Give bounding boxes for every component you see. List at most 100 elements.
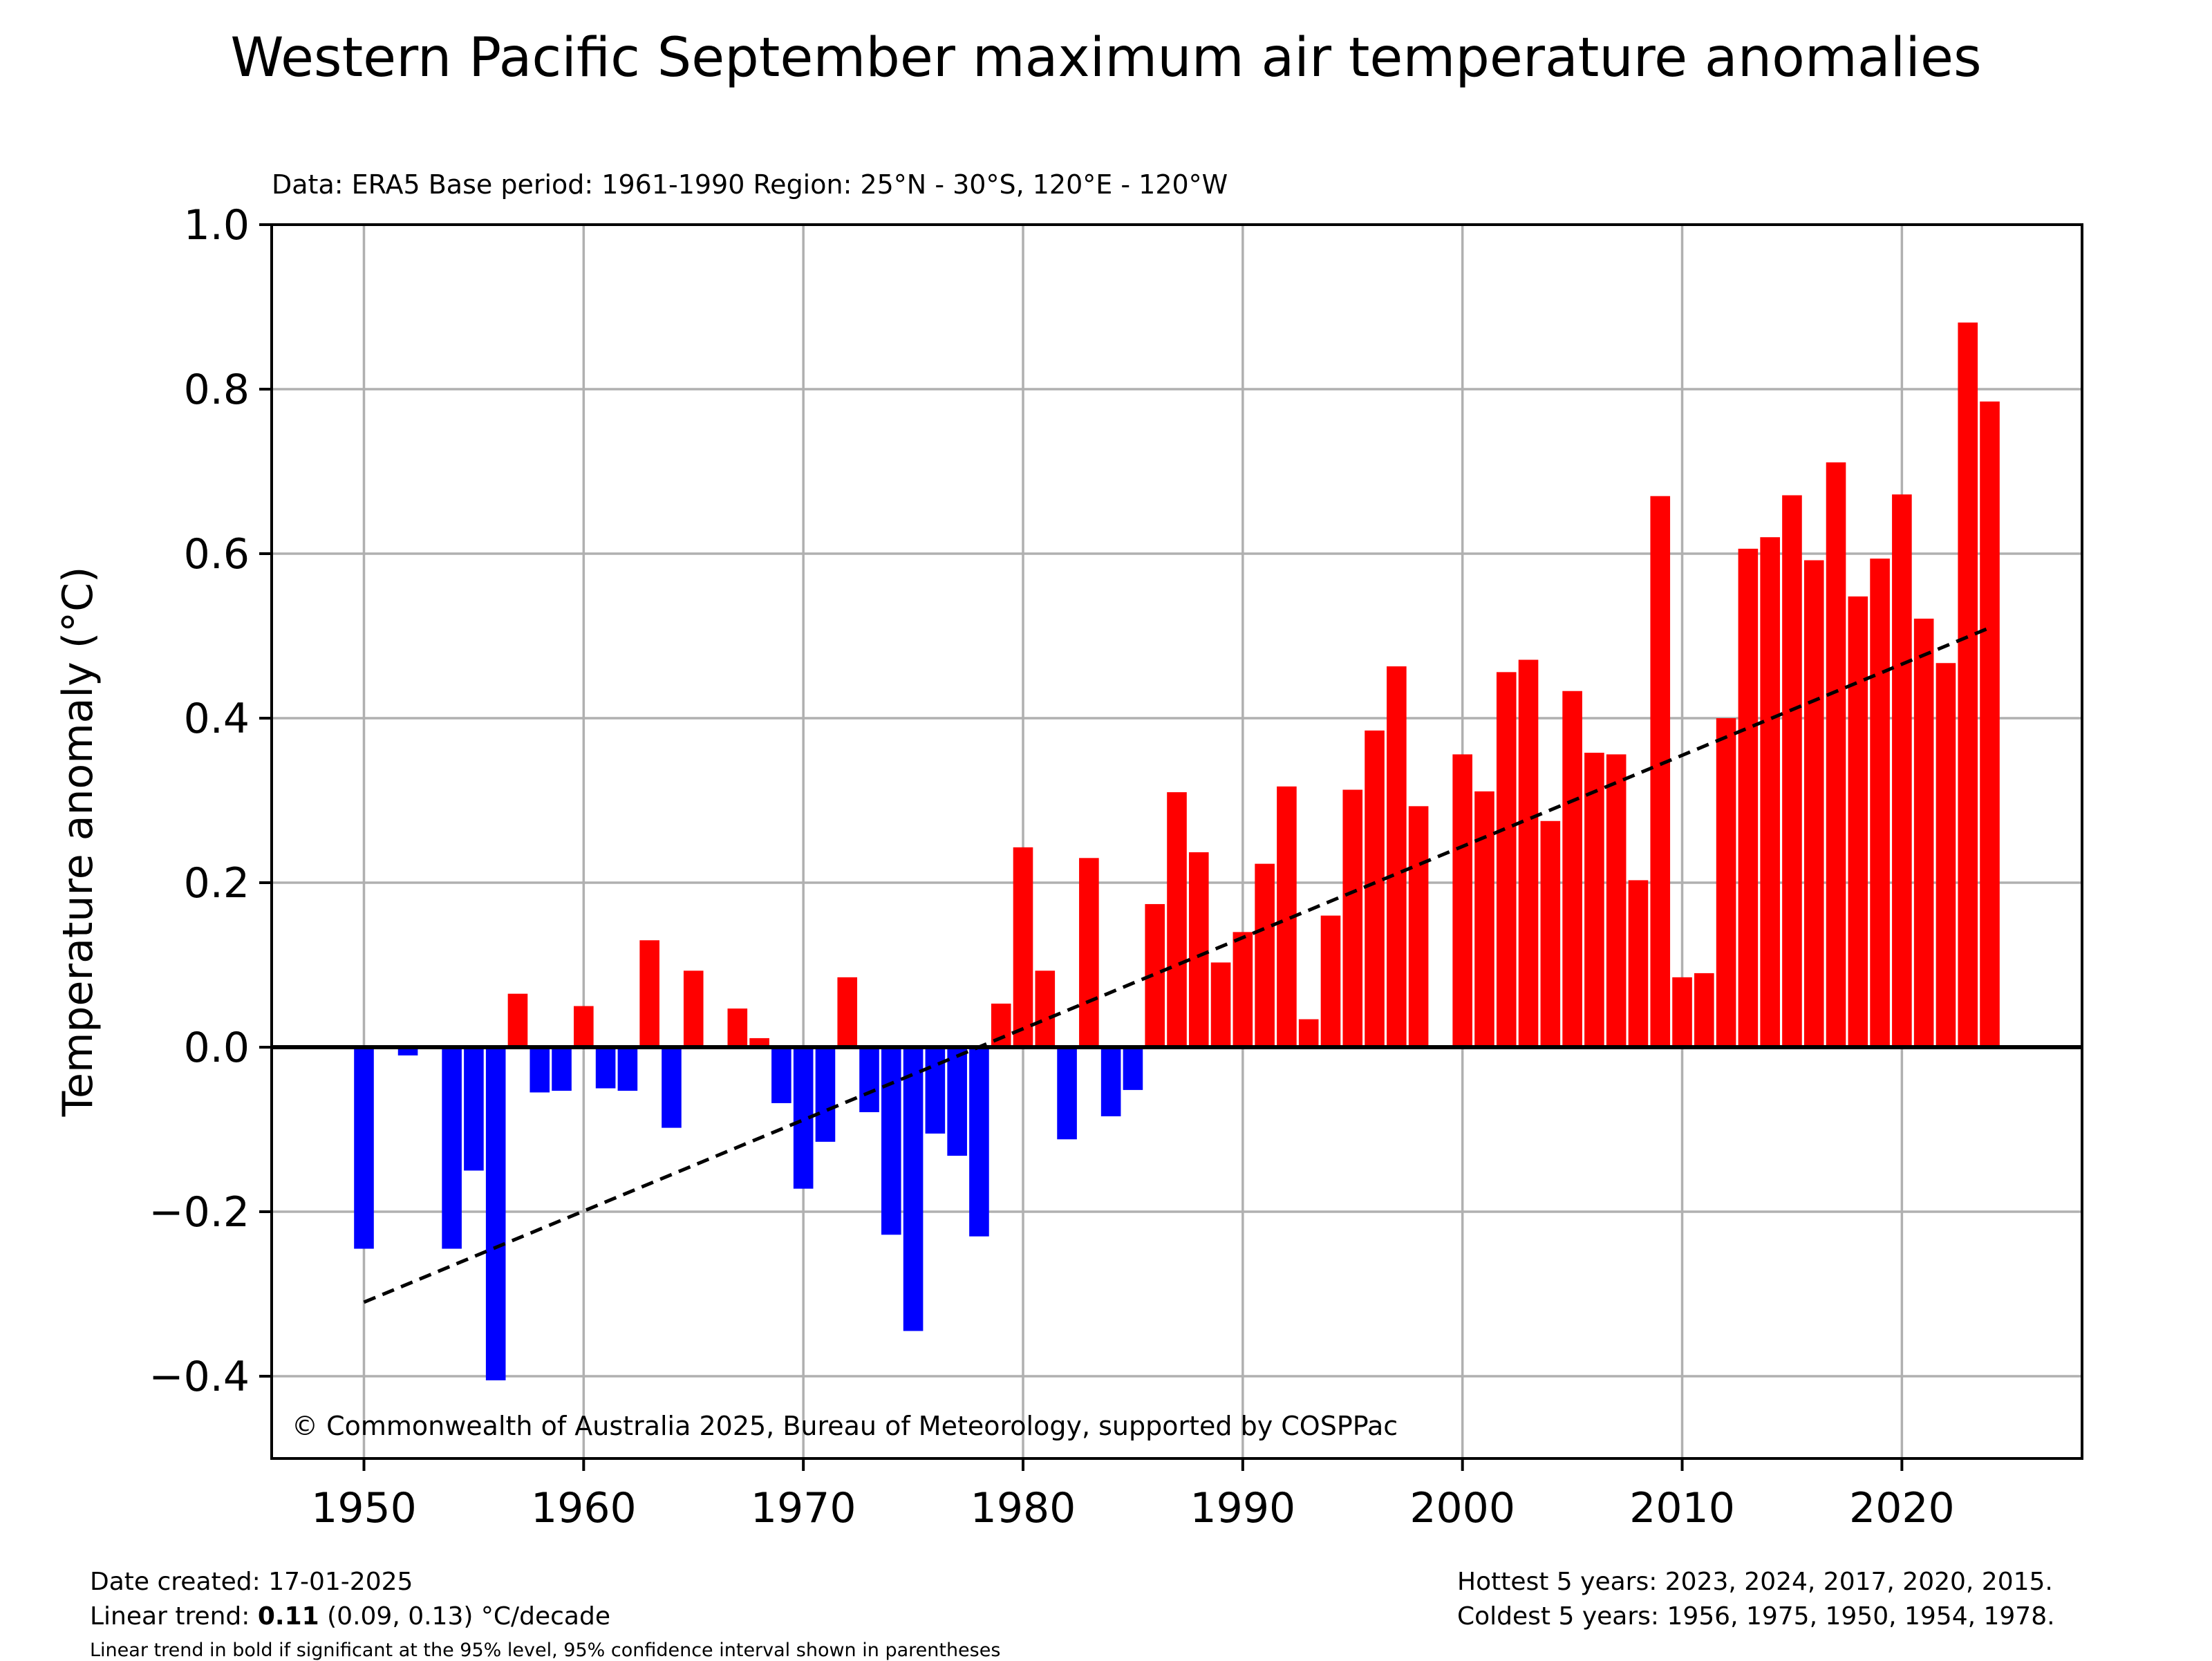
bar-2004 <box>1540 820 1561 1047</box>
footer-right: Hottest 5 years: 2023, 2024, 2017, 2020,… <box>1457 1565 2055 1634</box>
bar-1952 <box>397 1047 418 1055</box>
bar-2009 <box>1650 496 1671 1047</box>
copyright-notice: © Commonwealth of Australia 2025, Bureau… <box>292 1411 1398 1441</box>
bar-2011 <box>1694 973 1714 1047</box>
bar-1964 <box>662 1047 682 1128</box>
y-tick-label: 0.6 <box>184 530 250 579</box>
bar-1967 <box>727 1008 748 1047</box>
bar-2019 <box>1870 559 1890 1047</box>
bar-2022 <box>1936 663 1956 1047</box>
bar-1972 <box>837 977 858 1047</box>
bar-1980 <box>1013 847 1033 1047</box>
bar-1981 <box>1035 970 1056 1047</box>
bar-2013 <box>1738 548 1759 1047</box>
bar-1978 <box>969 1047 989 1237</box>
x-tick-label: 1950 <box>311 1484 417 1532</box>
x-tick-label: 1960 <box>531 1484 637 1532</box>
bar-2018 <box>1848 596 1868 1047</box>
bar-1991 <box>1255 863 1275 1047</box>
bar-2020 <box>1892 494 1912 1047</box>
y-tick-label: 0.8 <box>184 366 250 414</box>
bar-2003 <box>1518 659 1539 1047</box>
y-axis-label: Temperature anomaly (°C) <box>54 567 102 1118</box>
y-tick-label: −0.4 <box>149 1353 250 1401</box>
bar-1990 <box>1232 932 1253 1047</box>
bar-2002 <box>1496 672 1517 1047</box>
bar-1974 <box>881 1047 901 1235</box>
bar-1998 <box>1408 806 1429 1047</box>
bar-1957 <box>507 993 528 1047</box>
bar-1997 <box>1387 666 1407 1047</box>
bar-1955 <box>464 1047 484 1171</box>
hottest-years: Hottest 5 years: 2023, 2024, 2017, 2020,… <box>1457 1568 2053 1596</box>
bar-1958 <box>529 1047 550 1093</box>
bar-1971 <box>815 1047 836 1142</box>
linear-trend-prefix: Linear trend: <box>90 1602 258 1631</box>
y-tick-label: −0.2 <box>149 1188 250 1237</box>
plot-frame <box>270 223 2083 1460</box>
bar-1987 <box>1167 792 1187 1047</box>
bar-1954 <box>442 1047 462 1249</box>
bar-2006 <box>1584 752 1604 1047</box>
bar-1993 <box>1298 1019 1319 1047</box>
bar-1982 <box>1057 1047 1077 1140</box>
bar-1950 <box>354 1047 374 1249</box>
bar-1975 <box>903 1047 924 1331</box>
bar-2016 <box>1803 560 1824 1047</box>
linear-trend-value: 0.11 <box>257 1602 319 1631</box>
bar-1989 <box>1210 962 1231 1047</box>
bar-1996 <box>1365 730 1385 1047</box>
bar-1960 <box>574 1006 594 1047</box>
x-tick-label: 1970 <box>751 1484 856 1532</box>
y-tick-label: 1.0 <box>184 201 250 250</box>
bar-1988 <box>1188 852 1209 1047</box>
footer-left: Date created: 17-01-2025 Linear trend: 0… <box>90 1565 610 1634</box>
linear-trend: Linear trend: 0.11 (0.09, 0.13) °C/decad… <box>90 1599 610 1634</box>
coldest-years: Coldest 5 years: 1956, 1975, 1950, 1954,… <box>1457 1602 2055 1631</box>
linear-trend-interval: (0.09, 0.13) °C/decade <box>319 1602 610 1631</box>
bar-2017 <box>1826 462 1846 1047</box>
y-tick-label: 0.0 <box>184 1024 250 1072</box>
x-tick-label: 2020 <box>1849 1484 1955 1532</box>
trend-line <box>363 626 1991 1304</box>
bar-2010 <box>1672 977 1692 1047</box>
bar-1968 <box>749 1038 769 1047</box>
chart-title: Western Pacific September maximum air te… <box>230 27 1981 89</box>
bar-1995 <box>1342 789 1363 1047</box>
bar-1994 <box>1320 915 1341 1047</box>
bar-2021 <box>1913 619 1934 1047</box>
x-tick-label: 1980 <box>971 1484 1076 1532</box>
bar-2008 <box>1628 880 1649 1047</box>
bar-1956 <box>485 1047 506 1380</box>
y-tick-label: 0.2 <box>184 859 250 908</box>
bar-2015 <box>1782 495 1802 1047</box>
x-tick-label: 1990 <box>1190 1484 1296 1532</box>
trend-note: Linear trend in bold if significant at t… <box>90 1640 1001 1661</box>
bar-2023 <box>1958 322 1978 1047</box>
bar-1965 <box>683 970 704 1047</box>
bar-1977 <box>947 1047 967 1156</box>
chart-subtitle: Data: ERA5 Base period: 1961-1990 Region… <box>272 169 1228 200</box>
bar-1984 <box>1100 1047 1121 1116</box>
bar-2012 <box>1716 718 1736 1047</box>
bar-1959 <box>552 1047 572 1091</box>
bar-1983 <box>1079 858 1099 1047</box>
y-tick-label: 0.4 <box>184 695 250 743</box>
bar-1963 <box>639 940 659 1047</box>
bars <box>354 322 2000 1380</box>
bar-1985 <box>1123 1047 1143 1090</box>
date-created: Date created: 17-01-2025 <box>90 1568 413 1596</box>
bar-2005 <box>1562 691 1582 1047</box>
bar-1962 <box>617 1047 638 1091</box>
bar-1976 <box>925 1047 946 1134</box>
bar-2014 <box>1760 537 1780 1047</box>
x-tick-label: 2010 <box>1629 1484 1735 1532</box>
bar-1969 <box>771 1047 791 1103</box>
bar-2001 <box>1474 791 1494 1047</box>
bar-2024 <box>1980 401 2000 1047</box>
x-tick-label: 2000 <box>1409 1484 1515 1532</box>
bar-2000 <box>1452 754 1472 1047</box>
bar-1961 <box>595 1047 616 1089</box>
axis-ticks: 1950 1960 1970 1980 1990 2000 2010 2020 −0.4 −0.2… <box>149 201 1954 1532</box>
